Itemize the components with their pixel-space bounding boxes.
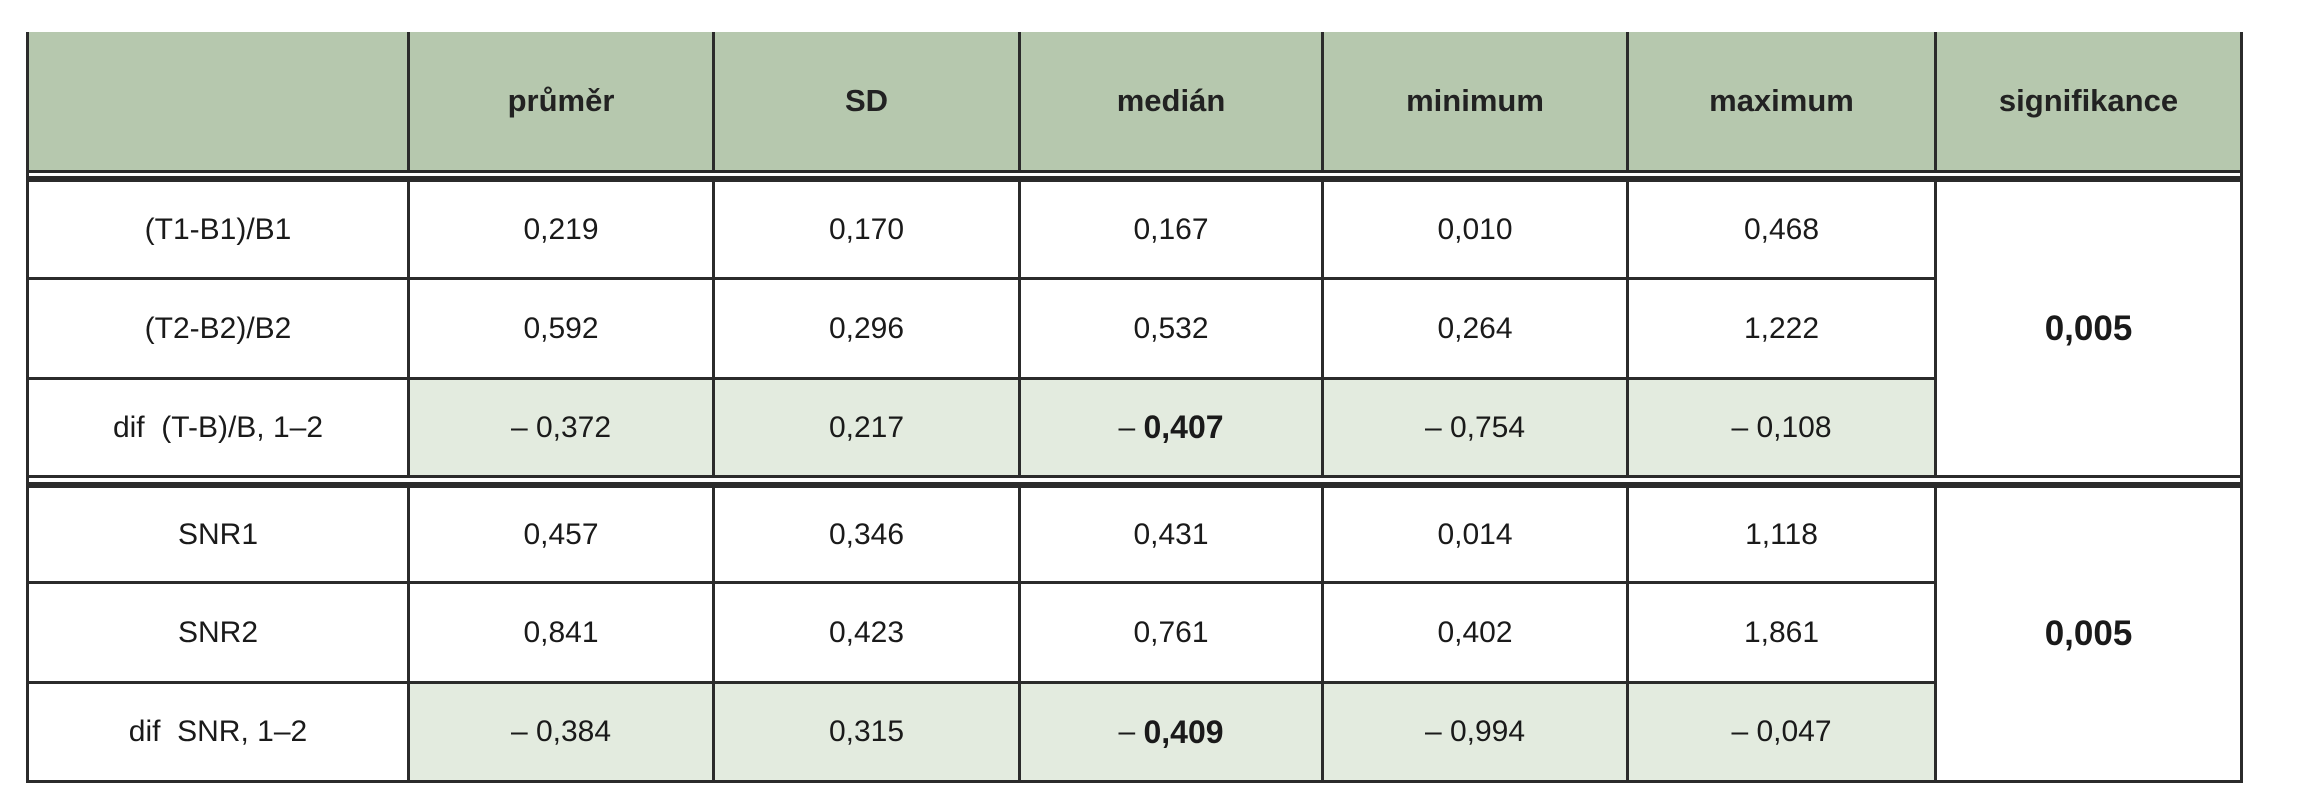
column-header: minimum bbox=[1324, 32, 1626, 170]
value-cell: – 0,372 bbox=[410, 380, 712, 475]
column-header: SD bbox=[715, 32, 1018, 170]
value-cell: – 0,384 bbox=[410, 684, 712, 780]
value-cell: 0,346 bbox=[715, 488, 1018, 581]
sign: – bbox=[1118, 410, 1136, 444]
value-cell: – 0,409 bbox=[1021, 684, 1321, 780]
stats-table: průměr SD medián minimum maximum signifikance… bbox=[26, 32, 2243, 783]
significance: 0,005 bbox=[1937, 488, 2240, 780]
value-cell: – 0,994 bbox=[1324, 684, 1626, 780]
row-label: SNR1 bbox=[29, 488, 407, 581]
value-cell: – 0,047 bbox=[1629, 684, 1934, 780]
column-header: signifikance bbox=[1937, 32, 2240, 170]
column-header: maximum bbox=[1629, 32, 1934, 170]
value-cell: 0,014 bbox=[1324, 488, 1626, 581]
value-cell: 0,315 bbox=[715, 684, 1018, 780]
value-cell: 0,457 bbox=[410, 488, 712, 581]
value-cell: 0,264 bbox=[1324, 280, 1626, 377]
value-cell: 0,841 bbox=[410, 584, 712, 681]
double-rule-gap bbox=[29, 478, 2240, 482]
value-cell: 0,592 bbox=[410, 280, 712, 377]
value-cell: – 0,754 bbox=[1324, 380, 1626, 475]
value-cell: – 0,407 bbox=[1021, 380, 1321, 475]
bold-value: 0,407 bbox=[1143, 409, 1224, 445]
value-cell: 0,296 bbox=[715, 280, 1018, 377]
value-cell: 1,222 bbox=[1629, 280, 1934, 377]
value-cell: 0,167 bbox=[1021, 182, 1321, 277]
value-cell: 0,431 bbox=[1021, 488, 1321, 581]
row-label: (T2-B2)/B2 bbox=[29, 280, 407, 377]
bold-value: 0,409 bbox=[1143, 713, 1224, 750]
column-header: medián bbox=[1021, 32, 1321, 170]
value-cell: 0,217 bbox=[715, 380, 1018, 475]
value-cell: 1,861 bbox=[1629, 584, 1934, 681]
value-cell: 0,219 bbox=[410, 182, 712, 277]
row-label: dif SNR, 1–2 bbox=[29, 684, 407, 780]
significance: 0,005 bbox=[1937, 182, 2240, 475]
value-cell: 0,761 bbox=[1021, 584, 1321, 681]
value-cell: 0,010 bbox=[1324, 182, 1626, 277]
value-cell: 0,423 bbox=[715, 584, 1018, 681]
row-label: SNR2 bbox=[29, 584, 407, 681]
value-cell: 1,118 bbox=[1629, 488, 1934, 581]
value-cell: 0,170 bbox=[715, 182, 1018, 277]
double-rule-gap bbox=[29, 173, 2240, 176]
column-header: průměr bbox=[410, 32, 712, 170]
value-cell: 0,402 bbox=[1324, 584, 1626, 681]
value-cell: 0,532 bbox=[1021, 280, 1321, 377]
row-label: (T1-B1)/B1 bbox=[29, 182, 407, 277]
row-label: dif (T-B)/B, 1–2 bbox=[29, 380, 407, 475]
value-cell: – 0,108 bbox=[1629, 380, 1934, 475]
header-corner bbox=[29, 32, 407, 170]
sign: – bbox=[1118, 715, 1136, 748]
value-cell: 0,468 bbox=[1629, 182, 1934, 277]
